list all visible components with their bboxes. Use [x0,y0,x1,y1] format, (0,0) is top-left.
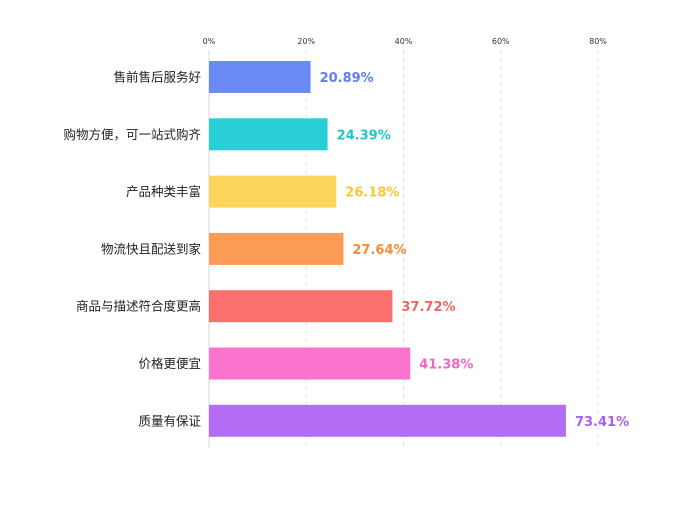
x-tick-label: 80% [589,37,607,46]
data-label: 20.89% [320,71,374,86]
data-label: 24.39% [337,128,391,143]
category-label: 购物方便，可一站式购齐 [63,127,201,142]
x-tick-label: 40% [395,37,413,46]
x-tick-label: 20% [297,37,315,46]
bar [209,61,311,93]
bar [209,118,328,151]
category-label: 价格更便宜 [138,356,201,371]
category-label: 售前售后服务好 [113,70,201,85]
value-labels: 20.89% 24.39% 26.18% 27.64% 37.72% 41.38% 73.4… [320,71,630,430]
data-label: 26.18% [345,186,399,201]
data-label: 27.64% [352,243,406,258]
bar [209,290,393,323]
grid [305,50,599,448]
x-axis-ticks: 0% 20% 40% 60% 80% [203,37,608,46]
x-tick-label: 60% [492,37,510,46]
data-label: 37.72% [401,300,455,315]
category-label: 物流快且配送到家 [101,241,202,256]
bar [209,347,411,380]
category-labels: 售前售后服务好购物方便，可一站式购齐产品种类丰富物流快且配送到家商品与描述符合度… [63,70,201,429]
category-label: 产品种类丰富 [126,184,201,199]
data-label: 73.41% [575,415,629,430]
category-label: 商品与描述符合度更高 [76,299,201,314]
data-label: 41.38% [419,358,473,373]
bars [209,61,566,437]
bar [209,404,566,437]
bar [209,232,344,265]
bar [209,175,337,208]
x-tick-label: 0% [203,37,216,46]
category-label: 质量有保证 [138,413,201,428]
